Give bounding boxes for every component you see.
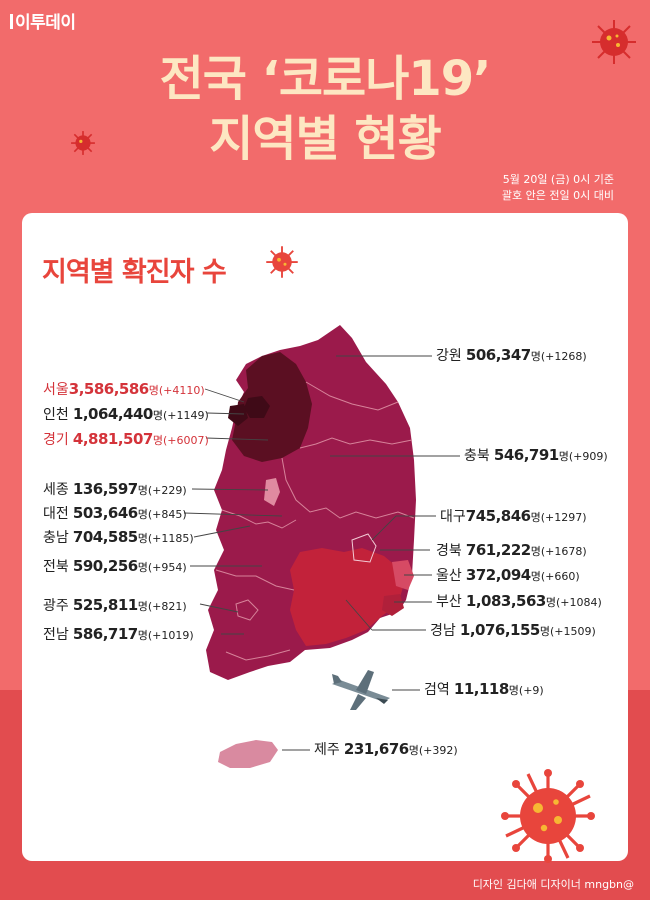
map-daegu xyxy=(351,533,377,563)
map-incheon xyxy=(228,404,248,426)
virus-icon xyxy=(592,20,636,64)
region-label-jeonbuk: 전북 590,256명(+954) xyxy=(43,557,187,575)
date-note-line2: 괄호 안은 전일 0시 대비 xyxy=(501,189,614,202)
map-sejong xyxy=(264,478,280,506)
region-label-sejong: 세종 136,597명(+229) xyxy=(43,480,187,498)
region-label-seoul: 서울3,586,586명(+4110) xyxy=(43,380,205,398)
region-label-chungbuk: 충북 546,791명(+909) xyxy=(464,446,608,464)
region-label-jeju: 제주 231,676명(+392) xyxy=(314,740,458,758)
region-label-jeonnam: 전남 586,717명(+1019) xyxy=(43,625,194,643)
region-label-daejeon: 대전 503,646명(+845) xyxy=(43,504,187,522)
map-seoul xyxy=(244,396,270,418)
region-label-incheon: 인천 1,064,440명(+1149) xyxy=(43,405,209,423)
region-label-gyeonggi: 경기 4,881,507명(+6007) xyxy=(43,430,209,448)
map-busan xyxy=(382,594,404,616)
virus-icon xyxy=(71,131,95,155)
credit: 디자인 김다애 디자이너 mngbn@ xyxy=(472,878,634,891)
date-note: 5월 20일 (금) 0시 기준 괄호 안은 전일 0시 대비 xyxy=(502,172,614,204)
map-gyeongnam xyxy=(290,548,404,646)
region-label-busan: 부산 1,083,563명(+1084) xyxy=(436,592,602,610)
map-jeju xyxy=(218,740,278,768)
airplane-icon xyxy=(332,670,390,710)
map-gyeonggi xyxy=(232,352,312,462)
region-label-ulsan: 울산 372,094명(+660) xyxy=(436,566,580,584)
page-title-line1: 전국 ‘코로나19’ xyxy=(159,51,492,107)
date-note-line1: 5월 20일 (금) 0시 기준 xyxy=(502,173,614,186)
virus-icon xyxy=(266,246,298,278)
region-label-gyeongnam: 경남 1,076,155명(+1509) xyxy=(430,621,596,639)
brand-logo: 이투데이 xyxy=(10,8,76,33)
virus-icon xyxy=(501,769,595,863)
region-label-daegu: 대구745,846명(+1297) xyxy=(440,507,587,525)
region-label-gangwon: 강원 506,347명(+1268) xyxy=(436,346,587,364)
section-title: 지역별 확진자 수 xyxy=(42,257,227,288)
map-ulsan xyxy=(392,560,414,590)
region-label-gyeongbuk: 경북 761,222명(+1678) xyxy=(436,541,587,559)
region-label-gwangju: 광주 525,811명(+821) xyxy=(43,596,187,614)
page-title-line2: 지역별 현황 xyxy=(209,111,442,167)
region-label-chungnam: 충남 704,585명(+1185) xyxy=(43,528,194,546)
region-label-quarantine: 검역 11,118명(+9) xyxy=(424,680,544,698)
